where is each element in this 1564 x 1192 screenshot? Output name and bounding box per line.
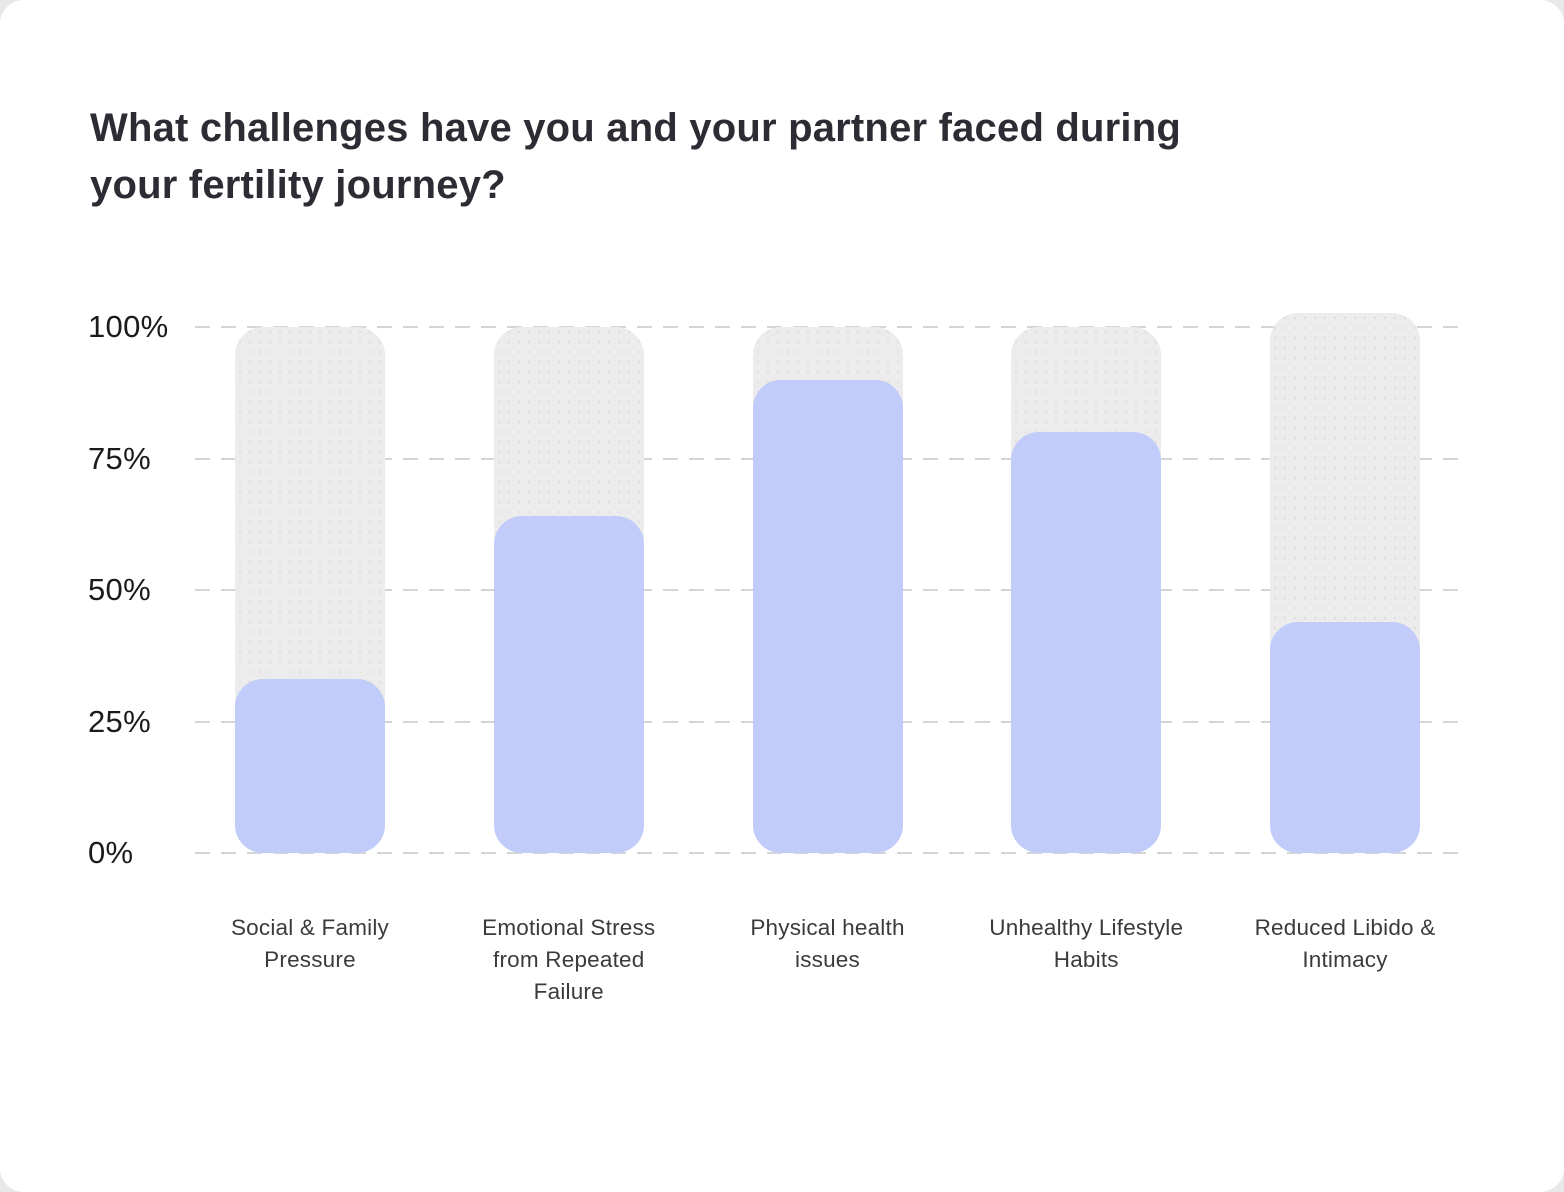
bar-fill [752,379,903,853]
chart-title: What challenges have you and your partne… [90,106,1182,207]
bar-chart-plot-area: 100% 75% 50% 25% 0% [88,309,1460,870]
bar-reduced-libido-intimacy [1270,312,1420,853]
x-label-cell: Social & Family Pressure [231,898,389,1008]
y-tick-0: 0% [88,835,134,870]
category-label-emotional-stress: Emotional Stress from Repeated Failure [482,915,656,1004]
y-tick-100: 100% [88,309,169,344]
bar-fill [1270,621,1420,853]
bar-social-family-pressure [235,327,385,853]
bar-emotional-stress [493,327,644,853]
x-label-cell: Reduced Libido & Intimacy [1255,898,1436,1008]
bar-physical-health-issues [752,327,903,853]
bar-fill [1011,432,1162,853]
y-tick-25: 25% [88,703,151,739]
x-label-cell: Emotional Stress from Repeated Failure [482,898,655,1008]
x-label-cell: Unhealthy Lifestyle Habits [989,898,1183,1008]
bar-fill [235,679,385,853]
x-axis-labels: Social & Family Pressure Emotional Stres… [195,898,1460,1008]
category-label-reduced-libido-intimacy: Reduced Libido & Intimacy [1254,915,1436,972]
category-label-unhealthy-lifestyle-habits: Unhealthy Lifestyle Habits [989,915,1184,972]
category-label-physical-health-issues: Physical health issues [750,915,905,972]
bar-unhealthy-lifestyle-habits [1011,327,1162,853]
bar-fill [493,516,644,853]
category-label-social-family-pressure: Social & Family Pressure [230,915,390,972]
gridline-0: 0% [88,835,1460,870]
y-tick-50: 50% [88,572,151,607]
x-label-cell: Physical health issues [750,898,904,1008]
bars-group [195,312,1460,853]
y-tick-75: 75% [88,440,151,476]
